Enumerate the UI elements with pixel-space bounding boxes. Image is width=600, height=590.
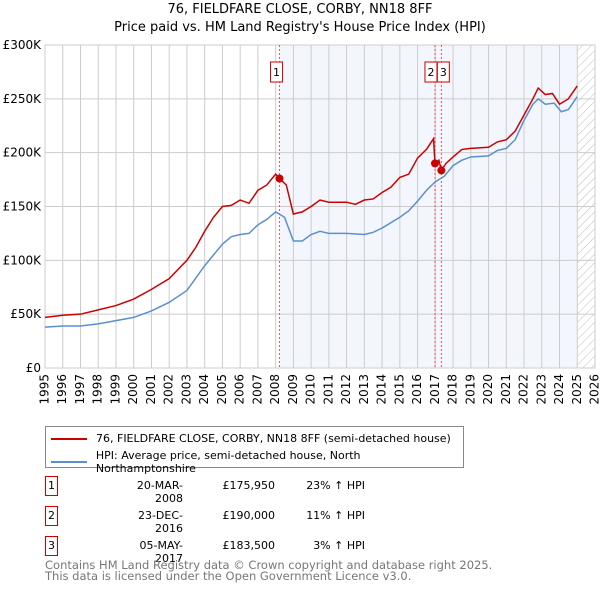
sale-point bbox=[430, 159, 439, 168]
x-tick-label: 1998 bbox=[91, 374, 105, 405]
sale-row: 2 23-DEC-2016 £190,000 11% ↑ HPI bbox=[45, 506, 445, 535]
y-tick-label: £0 bbox=[26, 361, 41, 375]
sale-date: 23-DEC-2016 bbox=[137, 509, 183, 535]
x-tick-label: 2018 bbox=[446, 374, 460, 405]
sale-date: 20-MAR-2008 bbox=[136, 479, 183, 505]
plot-border bbox=[44, 44, 596, 369]
sale-marker-label: 2 bbox=[427, 66, 434, 79]
sale-point bbox=[437, 166, 446, 175]
x-tick-label: 2000 bbox=[126, 374, 140, 405]
x-tick-label: 1995 bbox=[38, 374, 52, 405]
sale-hpi-diff: 11% ↑ HPI bbox=[306, 509, 365, 522]
x-tick-label: 2016 bbox=[410, 374, 424, 405]
x-tick-label: 2020 bbox=[481, 374, 495, 405]
sale-date: 05-MAY-2017 bbox=[139, 539, 183, 565]
x-tick-label: 2004 bbox=[197, 374, 211, 405]
legend: 76, FIELDFARE CLOSE, CORBY, NN18 8FF (se… bbox=[45, 426, 464, 475]
price-chart: 1995 1996 1997 1998 1999 2000 2001 2002 2003 2004… bbox=[3, 38, 600, 405]
sale-marker-box bbox=[436, 61, 450, 83]
sale-row: 1 20-MAR-2008 £175,950 23% ↑ HPI bbox=[45, 476, 445, 505]
x-tick-label: 2011 bbox=[321, 374, 335, 405]
footer-copyright: Contains HM Land Registry data © Crown c… bbox=[45, 558, 493, 572]
sale-marker-badge: 3 bbox=[45, 536, 58, 556]
x-tick-label: 2006 bbox=[233, 374, 247, 405]
chart-subtitle: Price paid vs. HM Land Registry's House … bbox=[114, 20, 486, 35]
sale-marker-label: 1 bbox=[273, 66, 280, 79]
legend-item-property: 76, FIELDFARE CLOSE, CORBY, NN18 8FF (se… bbox=[51, 432, 451, 445]
footer-licence: This data is licensed under the Open Gov… bbox=[45, 569, 412, 583]
x-tick-label: 2022 bbox=[517, 374, 531, 405]
y-tick-label: £300K bbox=[3, 38, 43, 52]
x-tick-label: 2024 bbox=[552, 374, 566, 405]
y-tick-label: £250K bbox=[3, 92, 43, 106]
x-tick-label: 2001 bbox=[144, 374, 158, 405]
y-tick-label: £50K bbox=[10, 307, 42, 321]
sale-price: £175,950 bbox=[222, 479, 276, 492]
x-tick-label: 2010 bbox=[304, 374, 318, 405]
sale-point bbox=[275, 174, 284, 183]
y-tick-label: £200K bbox=[3, 146, 43, 160]
series-line bbox=[44, 85, 578, 319]
y-tick-label: £150K bbox=[3, 200, 43, 214]
legend-label: 76, FIELDFARE CLOSE, CORBY, NN18 8FF (se… bbox=[96, 432, 451, 445]
legend-swatch bbox=[51, 437, 87, 440]
x-tick-label: 2008 bbox=[268, 374, 282, 405]
x-tick-label: 2026 bbox=[588, 374, 600, 405]
x-tick-label: 2013 bbox=[357, 374, 371, 405]
sale-row: 3 05-MAY-2017 £183,500 3% ↑ HPI bbox=[45, 536, 445, 565]
x-tick-label: 2023 bbox=[534, 374, 548, 405]
x-tick-label: 2003 bbox=[179, 374, 193, 405]
legend-label: HPI: Average price, semi-detached house,… bbox=[95, 449, 361, 475]
x-tick-label: 2014 bbox=[375, 374, 389, 405]
sale-price: £183,500 bbox=[222, 539, 276, 552]
legend-swatch bbox=[51, 461, 87, 463]
sale-marker-box bbox=[270, 61, 284, 83]
x-tick-label: 2007 bbox=[250, 374, 264, 405]
chart-title: 76, FIELDFARE CLOSE, CORBY, NN18 8FF bbox=[167, 2, 433, 17]
x-tick-label: 2025 bbox=[570, 374, 584, 405]
sale-marker-label: 3 bbox=[440, 66, 447, 79]
sale-hpi-diff: 3% ↑ HPI bbox=[313, 539, 365, 552]
legend-item-hpi: HPI: Average price, semi-detached house,… bbox=[51, 449, 463, 475]
x-tick-label: 2002 bbox=[162, 374, 176, 405]
x-tick-label: 1996 bbox=[55, 374, 69, 405]
x-tick-label: 2019 bbox=[463, 374, 477, 405]
sale-marker-badge: 2 bbox=[45, 506, 58, 526]
sale-marker-badge: 1 bbox=[45, 476, 58, 496]
series-line bbox=[44, 96, 578, 328]
sale-hpi-diff: 23% ↑ HPI bbox=[306, 479, 365, 492]
x-tick-label: 2021 bbox=[499, 374, 513, 405]
y-tick-label: £100K bbox=[3, 253, 43, 267]
footer: Contains HM Land Registry data © Crown c… bbox=[45, 558, 493, 583]
x-tick-label: 2005 bbox=[215, 374, 229, 405]
sale-price: £190,000 bbox=[222, 509, 276, 522]
x-tick-label: 1997 bbox=[73, 374, 87, 405]
x-tick-label: 2015 bbox=[392, 374, 406, 405]
x-tick-label: 2017 bbox=[428, 374, 442, 405]
x-tick-label: 2009 bbox=[286, 374, 300, 405]
x-tick-label: 1999 bbox=[108, 374, 122, 405]
x-tick-label: 2012 bbox=[339, 374, 353, 405]
